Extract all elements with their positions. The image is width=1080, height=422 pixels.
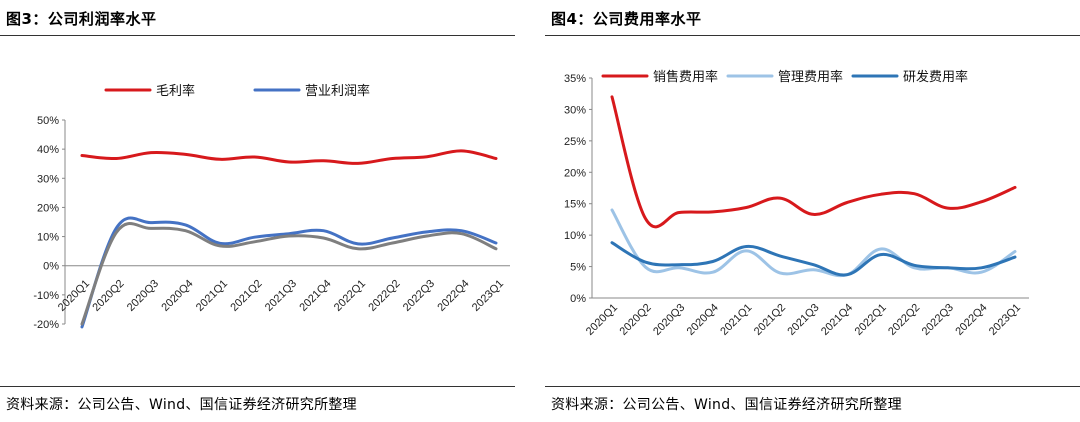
x-tick-label: 2021Q3 [263,278,299,314]
legend-label: 销售费用率 [653,69,718,85]
x-tick-label: 2020Q1 [584,302,620,338]
x-tick-label: 2022Q4 [435,278,471,314]
y-tick-label: 35% [564,73,586,85]
source-note: 资料来源：公司公告、Wind、国信证券经济研究所整理 [551,397,902,413]
x-tick-label: 2023Q1 [987,302,1023,338]
x-tick-label: 2021Q2 [752,302,788,338]
x-tick-label: 2020Q4 [159,278,195,314]
chart-title: 图4：公司费用率水平 [551,10,702,28]
y-tick-label: 30% [564,104,586,116]
x-tick-label: 2022Q3 [920,302,956,338]
source-divider [0,386,515,387]
legend-label: 管理费用率 [778,69,843,85]
right-panel: 图4：公司费用率水平 35% 30% 25% 20% 15% 10% 5% 0% 2020Q1 2… [545,0,1080,422]
y-tick-label: 30% [37,173,59,185]
y-tick-label: 0% [570,293,586,305]
x-tick-label: 2022Q1 [332,278,368,314]
x-tick-label: 2022Q2 [886,302,922,338]
x-tick-label: 2021Q3 [785,302,821,338]
profit-margin-chart: 50%40%30%20%10%0%-10%-20%2020Q12020Q2202… [33,83,510,331]
left-panel: 图3：公司利润率水平 50% 40% 30% 20% 10% 0% -10% -20% 2020… [0,0,515,422]
legend-label: 营业利润率 [305,83,370,99]
x-tick-label: 2021Q1 [194,278,230,314]
x-tick-label: 2022Q1 [853,302,889,338]
series-line [80,149,498,165]
series-line [80,216,498,329]
series-line [610,241,1017,277]
y-tick-label: -20% [33,319,59,331]
expense-ratio-chart: 35% 30% 25% 20% 15% 10% 5% 0%2020Q12020Q22020Q3… [564,69,1029,338]
source-divider [545,386,1080,387]
x-tick-label: 2023Q1 [470,278,506,314]
x-tick-label: 2021Q4 [297,278,333,314]
title-divider [545,35,1080,36]
y-tick-label: 10% [37,232,59,244]
legend-label: 研发费用率 [903,69,968,85]
y-tick-label: 15% [564,199,586,211]
x-tick-label: 2022Q2 [366,278,402,314]
title-divider [0,35,515,36]
y-tick-label: 40% [37,144,59,156]
x-tick-label: 2022Q3 [401,278,437,314]
y-tick-label: 50% [37,115,59,127]
y-tick-label: 20% [564,167,586,179]
y-tick-label: 25% [564,136,586,148]
y-tick-label: 20% [37,202,59,214]
x-tick-label: 2022Q4 [953,302,989,338]
series-line [80,222,498,326]
chart-title: 图3：公司利润率水平 [6,10,157,28]
x-tick-label: 2021Q1 [718,302,754,338]
x-tick-label: 2020Q2 [618,302,654,338]
y-tick-label: 5% [570,262,586,274]
legend-label: 毛利率 [156,83,195,99]
x-tick-label: 2020Q3 [651,302,687,338]
series-line [610,95,1017,229]
source-note: 资料来源：公司公告、Wind、国信证券经济研究所整理 [6,397,357,413]
x-tick-label: 2021Q4 [819,302,855,338]
x-tick-label: 2020Q3 [125,278,161,314]
y-tick-label: -10% [33,290,59,302]
x-tick-label: 2020Q4 [685,302,721,338]
y-tick-label: 0% [43,261,59,273]
x-tick-label: 2021Q2 [228,278,264,314]
y-tick-label: 10% [564,230,586,242]
